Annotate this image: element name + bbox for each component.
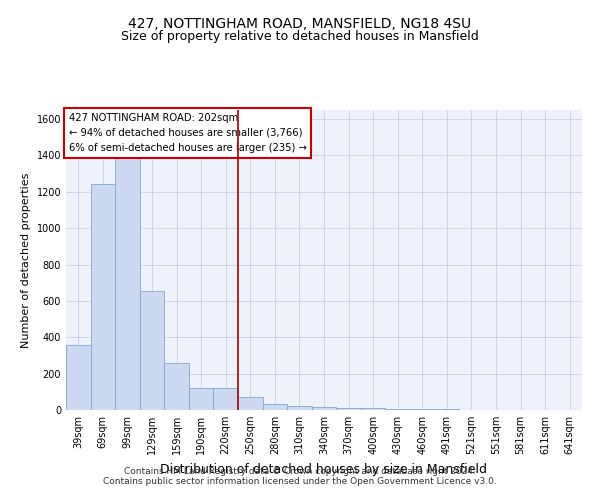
Y-axis label: Number of detached properties: Number of detached properties (21, 172, 31, 348)
Text: 427, NOTTINGHAM ROAD, MANSFIELD, NG18 4SU: 427, NOTTINGHAM ROAD, MANSFIELD, NG18 4S… (128, 18, 472, 32)
Bar (189, 388, 214, 410)
Bar (263, 404, 287, 410)
Bar (91, 184, 115, 410)
Text: Size of property relative to detached houses in Mansfield: Size of property relative to detached ho… (121, 30, 479, 43)
Bar (287, 406, 312, 410)
Bar (214, 388, 238, 410)
Text: Contains public sector information licensed under the Open Government Licence v3: Contains public sector information licen… (103, 477, 497, 486)
Text: 427 NOTTINGHAM ROAD: 202sqm
← 94% of detached houses are smaller (3,766)
6% of s: 427 NOTTINGHAM ROAD: 202sqm ← 94% of det… (68, 113, 307, 152)
Bar (115, 139, 140, 410)
Bar (164, 362, 189, 410)
Bar (410, 409, 434, 410)
Bar (66, 344, 91, 410)
X-axis label: Distribution of detached houses by size in Mansfield: Distribution of detached houses by size … (161, 462, 487, 475)
Bar (434, 409, 459, 410)
Bar (336, 408, 361, 410)
Bar (385, 409, 410, 410)
Bar (140, 291, 164, 410)
Bar (238, 398, 263, 410)
Bar (361, 408, 385, 410)
Text: Contains HM Land Registry data © Crown copyright and database right 2024.: Contains HM Land Registry data © Crown c… (124, 467, 476, 476)
Bar (312, 408, 336, 410)
